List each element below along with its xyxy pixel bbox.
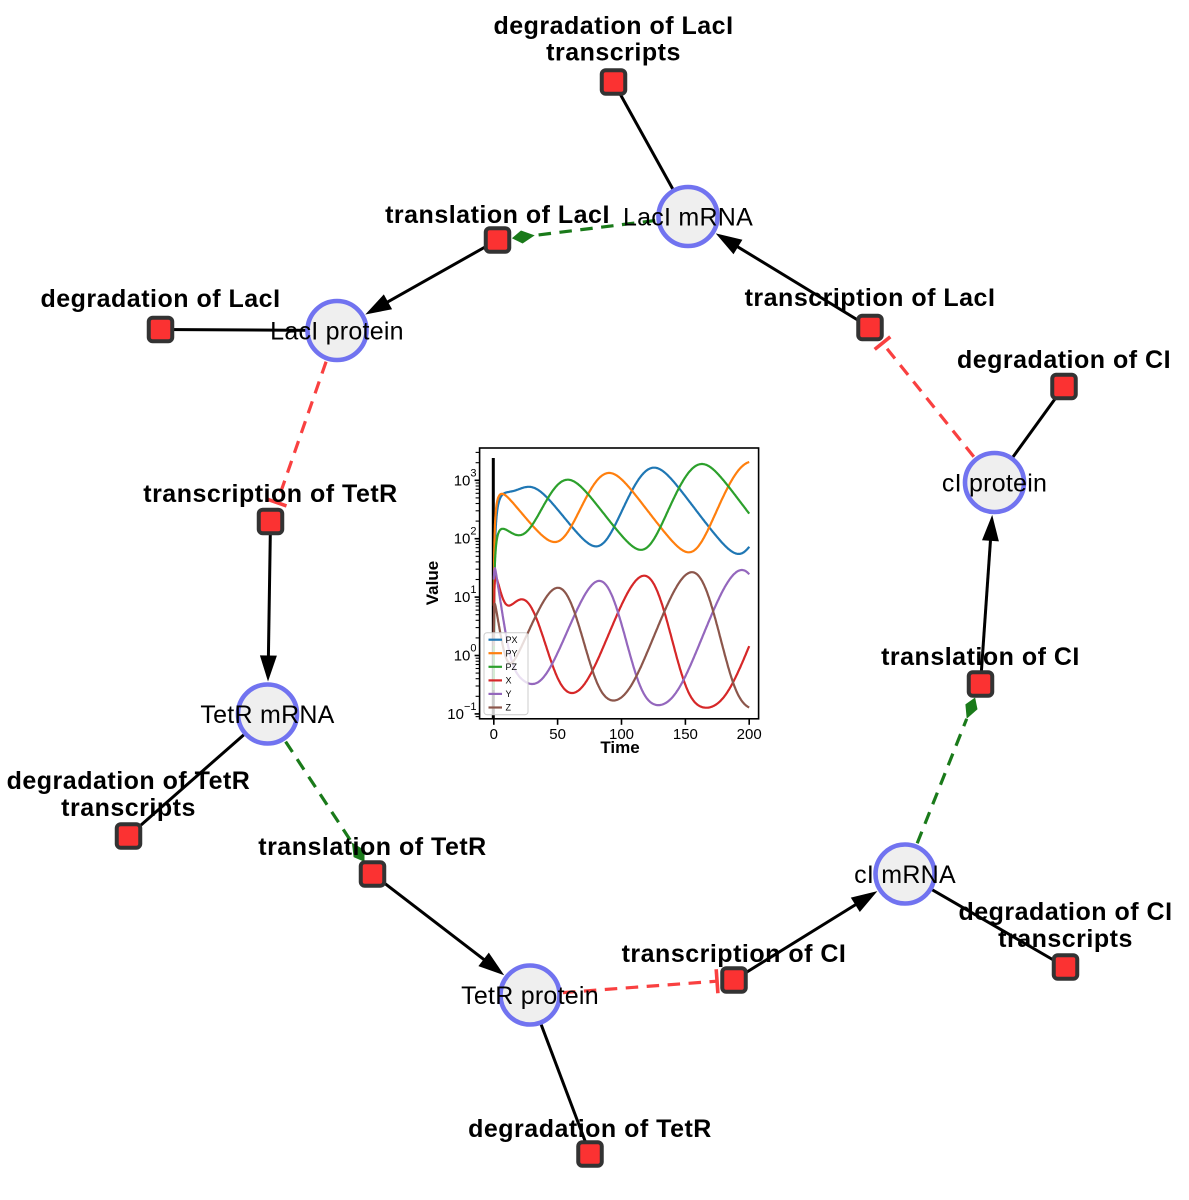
svg-text:translation of CI: translation of CI	[881, 643, 1080, 671]
svg-text:transcription of LacI: transcription of LacI	[745, 284, 996, 312]
svg-text:0: 0	[490, 726, 498, 743]
svg-text:100: 100	[609, 726, 634, 743]
svg-text:150: 150	[673, 726, 698, 743]
svg-text:PX: PX	[506, 635, 518, 645]
svg-text:transcription of TetR: transcription of TetR	[143, 480, 397, 508]
svg-text:transcription of CI: transcription of CI	[622, 940, 847, 968]
svg-text:cI protein: cI protein	[942, 470, 1047, 498]
svg-text:LacI protein: LacI protein	[270, 318, 404, 346]
svg-text:degradation of TetR: degradation of TetR	[7, 767, 251, 795]
svg-text:LacI mRNA: LacI mRNA	[623, 204, 753, 232]
svg-text:X: X	[506, 676, 512, 686]
svg-text:200: 200	[737, 726, 762, 743]
svg-text:TetR protein: TetR protein	[461, 982, 599, 1010]
svg-text:Y: Y	[506, 689, 512, 699]
svg-text:PZ: PZ	[506, 662, 518, 672]
svg-text:Time: Time	[600, 738, 639, 757]
svg-text:degradation of CI: degradation of CI	[957, 346, 1171, 374]
svg-text:transcripts: transcripts	[998, 925, 1133, 953]
svg-text:transcripts: transcripts	[61, 794, 196, 822]
svg-text:Value: Value	[423, 561, 442, 605]
svg-text:translation of TetR: translation of TetR	[258, 833, 486, 861]
svg-text:degradation of LacI: degradation of LacI	[493, 12, 733, 40]
svg-text:transcripts: transcripts	[546, 39, 681, 67]
svg-text:degradation of TetR: degradation of TetR	[468, 1115, 712, 1143]
svg-text:50: 50	[549, 726, 566, 743]
svg-text:translation of LacI: translation of LacI	[385, 201, 610, 229]
svg-text:Z: Z	[506, 703, 512, 713]
svg-text:cI mRNA: cI mRNA	[854, 861, 956, 889]
svg-text:TetR mRNA: TetR mRNA	[200, 701, 334, 729]
svg-text:degradation of LacI: degradation of LacI	[40, 285, 280, 313]
svg-text:PY: PY	[506, 649, 518, 659]
svg-text:degradation of CI: degradation of CI	[958, 898, 1172, 926]
